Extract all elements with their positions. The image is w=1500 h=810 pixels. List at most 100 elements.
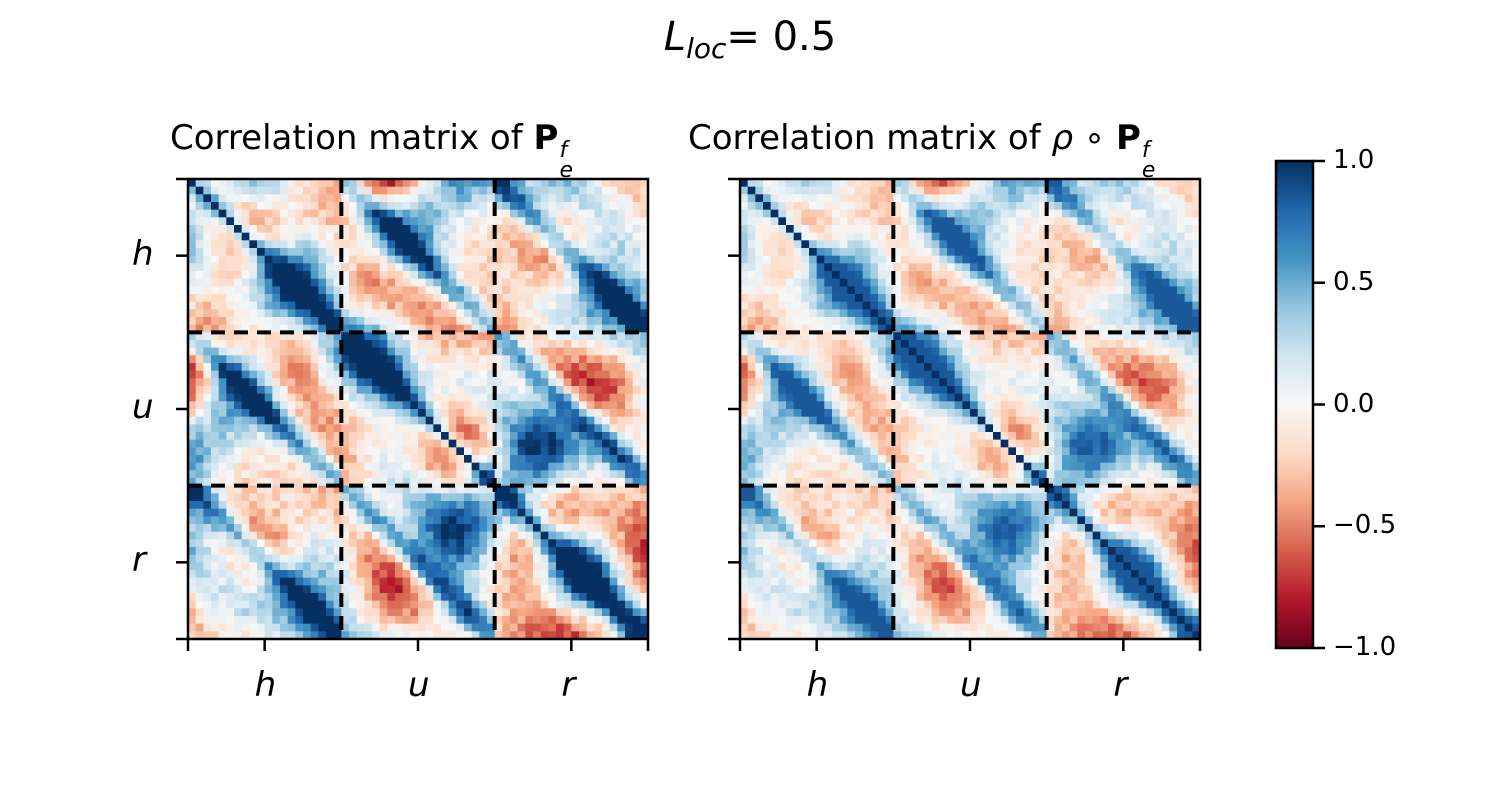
heatmap-cell: [1054, 255, 1063, 264]
heatmap-cell: [533, 401, 542, 410]
heatmap-cell: [249, 232, 258, 241]
heatmap-cell: [333, 616, 342, 625]
heatmap-cell: [525, 271, 534, 280]
heatmap-cell: [211, 363, 220, 372]
heatmap-cell: [471, 232, 480, 241]
heatmap-cell: [188, 278, 197, 287]
heatmap-cell: [1092, 255, 1101, 264]
heatmap-cell: [379, 294, 388, 303]
heatmap-cell: [1161, 217, 1170, 226]
heatmap-cell: [272, 577, 281, 586]
heatmap-cell: [333, 416, 342, 425]
heatmap-cell: [211, 317, 220, 326]
heatmap-cell: [487, 271, 496, 280]
heatmap-cell: [1016, 324, 1025, 333]
heatmap-cell: [379, 623, 388, 632]
heatmap-cell: [310, 577, 319, 586]
heatmap-cell: [425, 340, 434, 349]
heatmap-cell: [885, 248, 894, 257]
heatmap-cell: [326, 355, 335, 364]
heatmap-cell: [1108, 278, 1117, 287]
heatmap-cell: [870, 340, 879, 349]
heatmap-cell: [954, 194, 963, 203]
heatmap-cell: [249, 363, 258, 372]
heatmap-cell: [970, 324, 979, 333]
heatmap-cell: [188, 631, 197, 640]
heatmap-cell: [479, 616, 488, 625]
heatmap-cell: [1062, 340, 1071, 349]
heatmap-cell: [264, 478, 273, 487]
heatmap-cell: [218, 225, 227, 234]
heatmap-cell: [257, 232, 266, 241]
heatmap-cell: [563, 271, 572, 280]
heatmap-cell: [1184, 209, 1193, 218]
heatmap-cell: [448, 616, 457, 625]
heatmap-cell: [571, 485, 580, 494]
heatmap-cell: [548, 202, 557, 211]
heatmap-cell: [571, 225, 580, 234]
heatmap-cell: [226, 631, 235, 640]
heatmap-cell: [579, 271, 588, 280]
heatmap-cell: [970, 225, 979, 234]
heatmap-cell: [540, 340, 549, 349]
heatmap-cell: [1131, 255, 1140, 264]
heatmap-cell: [540, 462, 549, 471]
heatmap-cell: [1115, 347, 1124, 356]
heatmap-cell: [211, 355, 220, 364]
heatmap-cell: [218, 554, 227, 563]
heatmap-cell: [594, 263, 603, 272]
heatmap-cell: [418, 409, 427, 418]
heatmap-cell: [195, 416, 204, 425]
heatmap-cell: [425, 616, 434, 625]
heatmap-cell: [387, 294, 396, 303]
heatmap-cell: [625, 301, 634, 310]
heatmap-cell: [464, 393, 473, 402]
heatmap-cell: [947, 186, 956, 195]
heatmap-cell: [517, 485, 526, 494]
heatmap-cell: [364, 508, 373, 517]
heatmap-cell: [280, 386, 289, 395]
heatmap-cell: [510, 347, 519, 356]
heatmap-cell: [464, 186, 473, 195]
heatmap-cell: [494, 570, 503, 579]
heatmap-cell: [356, 294, 365, 303]
heatmap-cell: [571, 570, 580, 579]
heatmap-cell: [372, 186, 381, 195]
heatmap-cell: [517, 608, 526, 617]
heatmap-cell: [494, 248, 503, 257]
heatmap-cell: [349, 493, 358, 502]
heatmap-cell: [211, 462, 220, 471]
heatmap-cell: [295, 608, 304, 617]
heatmap-cell: [993, 202, 1002, 211]
heatmap-cell: [218, 393, 227, 402]
heatmap-cell: [770, 317, 779, 326]
heatmap-cell: [433, 378, 442, 387]
heatmap-cell: [1008, 248, 1017, 257]
heatmap-cell: [456, 217, 465, 226]
heatmap-cell: [862, 347, 871, 356]
heatmap-cell: [310, 547, 319, 556]
heatmap-cell: [625, 209, 634, 218]
heatmap-cell: [326, 485, 335, 494]
heatmap-cell: [471, 493, 480, 502]
heatmap-cell: [318, 501, 327, 510]
heatmap-cell: [839, 202, 848, 211]
heatmap-cell: [916, 202, 925, 211]
heatmap-cell: [310, 278, 319, 287]
heatmap-cell: [410, 409, 419, 418]
heatmap-cell: [571, 332, 580, 341]
heatmap-cell: [318, 455, 327, 464]
heatmap-cell: [356, 240, 365, 249]
heatmap-cell: [977, 194, 986, 203]
heatmap-cell: [356, 593, 365, 602]
heatmap-cell: [625, 370, 634, 379]
heatmap-cell: [1123, 340, 1132, 349]
heatmap-cell: [533, 225, 542, 234]
heatmap-cell: [418, 616, 427, 625]
heatmap-cell: [1092, 209, 1101, 218]
heatmap-cell: [977, 263, 986, 272]
heatmap-cell: [349, 286, 358, 295]
heatmap-cell: [1085, 179, 1094, 188]
heatmap-cell: [640, 309, 649, 318]
heatmap-cell: [441, 232, 450, 241]
